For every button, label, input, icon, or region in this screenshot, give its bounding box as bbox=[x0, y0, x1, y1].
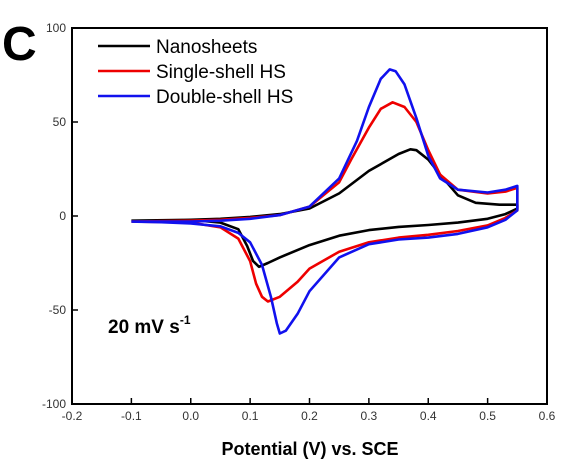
y-tick-label: -100 bbox=[42, 397, 66, 411]
legend-label: Single-shell HS bbox=[156, 62, 286, 83]
y-tick-label: 100 bbox=[46, 21, 66, 35]
y-tick-label: 0 bbox=[59, 209, 66, 223]
x-tick-label: -0.1 bbox=[121, 409, 142, 423]
series-line bbox=[131, 148, 519, 269]
x-tick-label: 0.0 bbox=[182, 409, 199, 423]
y-tick-label: -50 bbox=[49, 303, 67, 317]
legend-label: Nanosheets bbox=[156, 37, 257, 58]
series-line bbox=[131, 68, 519, 335]
x-tick-label: -0.2 bbox=[62, 409, 83, 423]
scan-rate-superscript: -1 bbox=[180, 313, 191, 327]
series-lines bbox=[131, 68, 519, 335]
x-tick-label: 0.1 bbox=[242, 409, 259, 423]
x-tick-label: 0.5 bbox=[479, 409, 496, 423]
y-axis-ticks: -100 -50 0 50 100 bbox=[42, 21, 78, 411]
panel-label: C bbox=[2, 18, 37, 71]
plot-frame bbox=[71, 27, 548, 405]
legend-label: Double-shell HS bbox=[156, 87, 293, 108]
x-axis-ticks: -0.2 -0.1 0.0 0.1 0.2 0.3 0.4 0.5 0.6 bbox=[62, 398, 556, 423]
scan-rate-annotation: 20 mV s-1 bbox=[108, 313, 191, 338]
legend: Nanosheets Single-shell HS Double-shell HS bbox=[98, 37, 293, 108]
x-tick-label: 0.4 bbox=[420, 409, 437, 423]
scan-rate-text: 20 mV s bbox=[108, 317, 180, 338]
x-tick-label: 0.6 bbox=[539, 409, 556, 423]
x-tick-label: 0.3 bbox=[361, 409, 378, 423]
x-tick-label: 0.2 bbox=[301, 409, 318, 423]
x-axis-label: Potential (V) vs. SCE bbox=[221, 439, 398, 459]
y-tick-label: 50 bbox=[53, 115, 67, 129]
